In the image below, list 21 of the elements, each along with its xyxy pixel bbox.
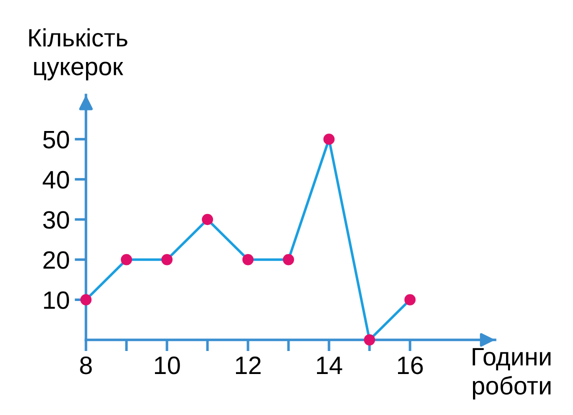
y-axis-title: Кількість цукерок	[29, 28, 128, 80]
point	[120, 254, 132, 266]
point	[364, 334, 376, 346]
y-tick-label: 10	[44, 291, 70, 310]
point	[242, 254, 254, 266]
x-axis-title: Години роботи	[472, 348, 550, 400]
y-tick-label: 20	[43, 251, 70, 269]
x-tick-label: 10	[154, 356, 180, 374]
point	[282, 254, 294, 266]
point	[323, 134, 335, 145]
point	[161, 254, 173, 266]
x-tick-label: 8	[80, 356, 92, 374]
x-tick-label: 12	[236, 356, 261, 374]
y-tick-label: 40	[42, 170, 70, 189]
x-tick-label: 16	[398, 356, 423, 374]
point	[80, 294, 92, 306]
x-tick-label: 14	[316, 356, 342, 374]
y-tick-label: 30	[43, 211, 70, 229]
y-tick-label: 50	[43, 130, 70, 148]
point	[202, 214, 214, 226]
point	[404, 294, 416, 306]
